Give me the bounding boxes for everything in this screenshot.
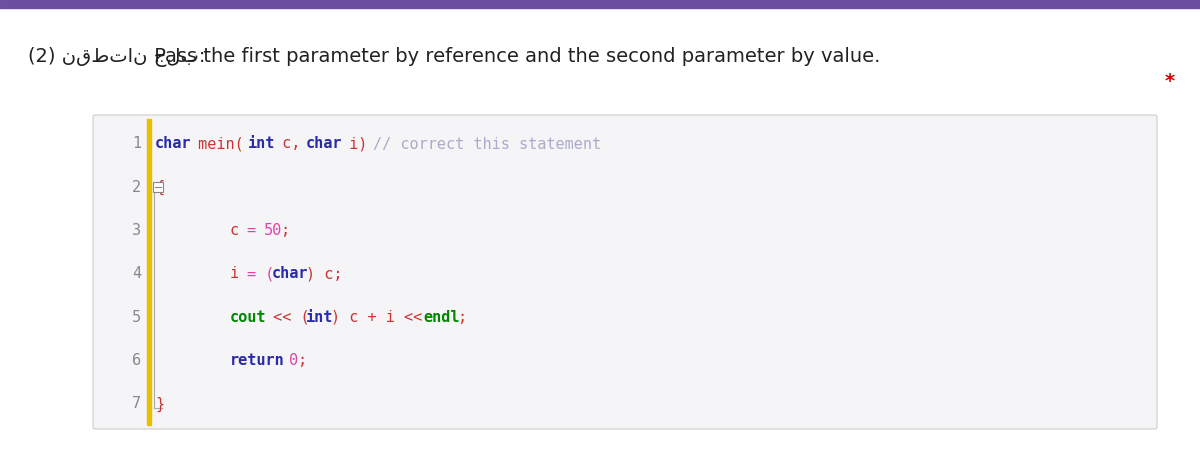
Text: // correct this statement: // correct this statement [373, 136, 601, 152]
Text: cout: cout [230, 310, 266, 325]
Text: ) c;: ) c; [306, 267, 342, 281]
Text: ;: ; [457, 310, 466, 325]
Text: {: { [155, 180, 164, 195]
Text: int: int [306, 310, 332, 325]
Text: i: i [230, 267, 248, 281]
Text: 2: 2 [132, 180, 142, 195]
Text: << (: << ( [264, 310, 310, 325]
Text: i): i) [340, 136, 377, 152]
Text: 4: 4 [132, 267, 142, 281]
Text: int: int [247, 136, 275, 152]
Text: 3: 3 [132, 223, 142, 238]
Text: endl: endl [424, 310, 460, 325]
Text: return: return [230, 353, 284, 368]
Text: =: = [247, 223, 265, 238]
Bar [0, 0, 1200, 8]
Text: ) c + i <<: ) c + i << [331, 310, 431, 325]
Text: Pass the first parameter by reference and the second parameter by value.: Pass the first parameter by reference an… [148, 48, 881, 67]
Text: char: char [272, 267, 308, 281]
Text: 5: 5 [132, 310, 142, 325]
Text: 7: 7 [132, 396, 142, 412]
Text: *: * [1165, 73, 1175, 91]
Bar [148, 119, 150, 425]
Text: 50: 50 [264, 223, 282, 238]
Text: mein(: mein( [188, 136, 252, 152]
Text: 1: 1 [132, 136, 142, 152]
Text: 6: 6 [132, 353, 142, 368]
Bar [152, 182, 162, 192]
Text: char: char [306, 136, 343, 152]
Text: ;: ; [298, 353, 306, 368]
Text: c,: c, [272, 136, 310, 152]
Text: }: } [155, 396, 164, 412]
Text: char: char [155, 136, 192, 152]
Text: = (: = ( [247, 267, 274, 281]
Text: c: c [230, 223, 248, 238]
Text: ;: ; [281, 223, 289, 238]
Text: (2) نقطتان جلب:: (2) نقطتان جلب: [28, 47, 205, 67]
Text: 0: 0 [289, 353, 298, 368]
FancyBboxPatch shape [94, 115, 1157, 429]
